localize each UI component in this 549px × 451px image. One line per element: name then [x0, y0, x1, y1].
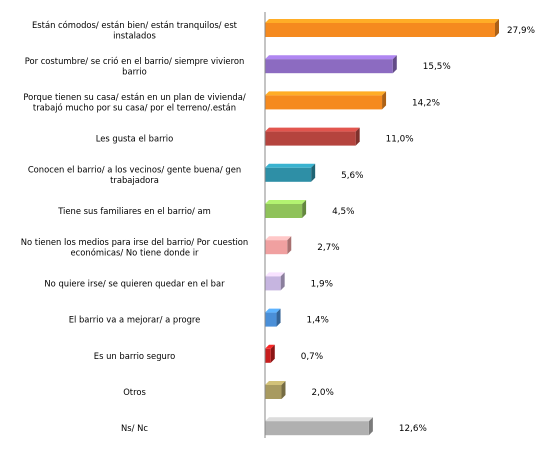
- bar-5: [265, 200, 307, 218]
- bar-top-face: [265, 236, 292, 241]
- bar-top-face: [265, 417, 373, 422]
- bar-front-face: [265, 23, 495, 37]
- bar-side-face: [495, 19, 499, 37]
- category-label: Otros: [123, 387, 146, 397]
- value-label: 1,4%: [307, 316, 329, 326]
- bar-top-face: [265, 344, 275, 349]
- bar-side-face: [287, 236, 292, 255]
- value-label: 14,2%: [412, 98, 440, 108]
- bar-10: [265, 381, 286, 399]
- bars-group: [265, 19, 499, 436]
- value-labels: 27,9% 15,5% 14,2% 11,0% 5,6% 4,5% 2,7% 1,9% 1,4%…: [301, 26, 535, 434]
- value-label: 4,5%: [332, 207, 354, 217]
- category-label: No quiere irse/ se quieren quedar en el …: [44, 278, 225, 288]
- category-label: Por costumbre/ se crió en el barrio/ sie…: [25, 56, 245, 66]
- bar-front-face: [265, 95, 383, 110]
- bar-side-face: [281, 381, 286, 399]
- bar-side-face: [355, 127, 360, 146]
- category-label: Están cómodos/ están bien/ están tranqui…: [32, 20, 238, 30]
- bar-front-face: [265, 131, 356, 146]
- category-label: Es un barrio seguro: [94, 351, 175, 361]
- bar-1: [265, 55, 397, 74]
- category-label: Conocen el barrio/ a los vecinos/ gente …: [28, 165, 241, 175]
- bar-side-face: [270, 344, 275, 363]
- bar-top-face: [265, 272, 285, 277]
- bar-front-face: [265, 204, 303, 218]
- value-label: 27,9%: [507, 26, 535, 36]
- value-label: 15,5%: [423, 62, 451, 72]
- value-label: 12,6%: [399, 424, 427, 434]
- bar-4: [265, 163, 316, 182]
- bar-top-face: [265, 55, 397, 60]
- value-label: 0,7%: [301, 352, 323, 362]
- bar-8: [265, 308, 281, 327]
- bar-front-face: [265, 421, 369, 436]
- category-label: El barrio va a mejorar/ a progre: [69, 315, 201, 325]
- bar-0: [265, 19, 499, 37]
- bar-front-face: [265, 167, 312, 182]
- bar-front-face: [265, 348, 271, 363]
- bar-front-face: [265, 276, 281, 291]
- value-label: 11,0%: [386, 135, 414, 145]
- bar-side-face: [276, 308, 281, 327]
- category-label: Porque tienen su casa/ están en un plan …: [23, 92, 246, 102]
- value-label: 2,7%: [317, 243, 339, 253]
- bar-side-face: [280, 272, 285, 291]
- bar-side-face: [382, 91, 387, 110]
- category-label: Les gusta el barrio: [96, 134, 174, 144]
- bar-3: [265, 127, 360, 146]
- bar-front-face: [265, 312, 277, 327]
- bar-9: [265, 344, 275, 363]
- bar-side-face: [392, 55, 397, 74]
- bar-side-face: [302, 200, 307, 218]
- category-label: trabajó mucho por su casa/ por el terren…: [33, 103, 236, 113]
- bar-front-face: [265, 59, 393, 74]
- bar-top-face: [265, 200, 307, 204]
- bar-side-face: [368, 417, 373, 436]
- value-label: 5,6%: [341, 171, 363, 181]
- bar-top-face: [265, 19, 499, 23]
- bar-top-face: [265, 91, 387, 96]
- category-label: No tienen los medios para irse del barri…: [21, 237, 249, 247]
- bar-front-face: [265, 240, 288, 255]
- category-label: Tiene sus familiares en el barrio/ am: [57, 206, 211, 216]
- category-label: trabajadora: [110, 175, 159, 185]
- value-label: 1,9%: [311, 279, 333, 289]
- category-label: barrio: [122, 66, 147, 76]
- value-label: 2,0%: [311, 388, 333, 398]
- category-label: instalados: [113, 30, 156, 40]
- bar-2: [265, 91, 387, 110]
- bar-side-face: [311, 163, 316, 182]
- bar-top-face: [265, 381, 286, 385]
- category-label: Ns/ Nc: [121, 423, 148, 433]
- category-labels: Están cómodos/ están bien/ están tranqui…: [21, 20, 249, 433]
- bar-front-face: [265, 385, 282, 399]
- bar-11: [265, 417, 373, 436]
- bar-7: [265, 272, 285, 291]
- bar-top-face: [265, 308, 281, 313]
- category-label: económicas/ No tiene donde ir: [71, 247, 200, 257]
- bar-top-face: [265, 163, 316, 168]
- bar-top-face: [265, 127, 360, 132]
- bar-6: [265, 236, 292, 255]
